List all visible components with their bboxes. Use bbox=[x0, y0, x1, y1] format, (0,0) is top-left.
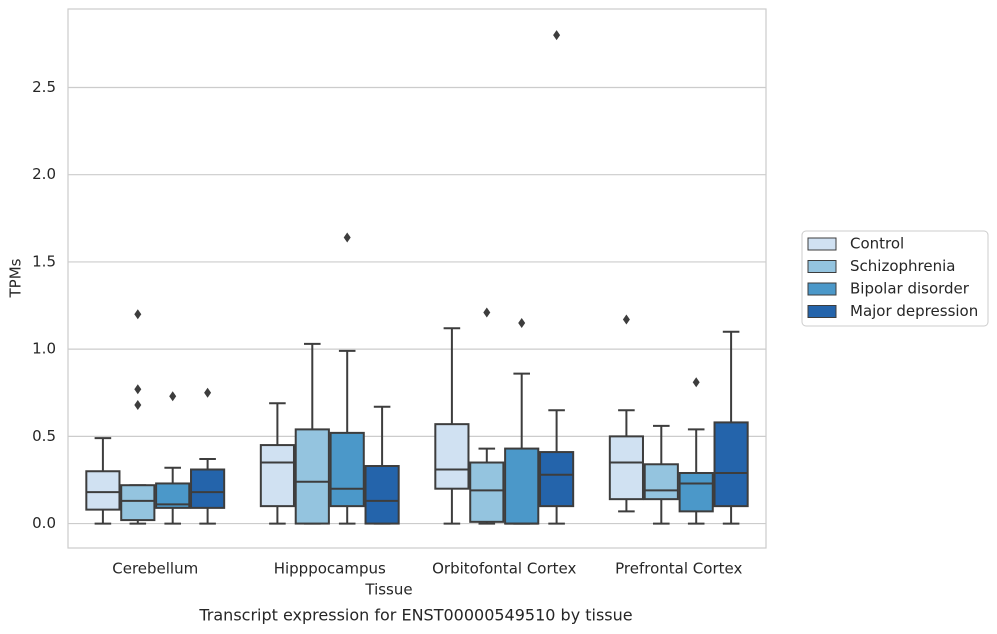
y-tick-label: 0.0 bbox=[32, 514, 56, 532]
outlier bbox=[518, 317, 526, 328]
box bbox=[329, 431, 365, 508]
caption: Transcript expression for ENST0000054951… bbox=[198, 606, 632, 625]
box bbox=[504, 447, 540, 525]
outlier bbox=[343, 232, 351, 243]
box bbox=[85, 470, 121, 511]
x-tick-label: Prefrontal Cortex bbox=[615, 560, 742, 578]
legend-swatch bbox=[807, 282, 837, 296]
legend-box bbox=[801, 230, 989, 327]
y-tick-label: 2.0 bbox=[32, 165, 56, 183]
legend-label: Major depression bbox=[850, 302, 978, 320]
outlier bbox=[553, 30, 561, 41]
y-tick-label: 1.0 bbox=[32, 340, 56, 358]
box bbox=[259, 444, 295, 508]
box bbox=[190, 468, 226, 509]
box bbox=[643, 463, 679, 501]
legend-label: Bipolar disorder bbox=[850, 280, 970, 298]
x-tick-label: Cerebellum bbox=[112, 560, 198, 578]
outlier bbox=[134, 399, 142, 410]
box bbox=[434, 423, 470, 490]
legend-label: Schizophrenia bbox=[850, 257, 955, 275]
legend-swatch bbox=[807, 305, 837, 318]
plot-area bbox=[67, 8, 767, 549]
legend-label: Control bbox=[850, 235, 904, 253]
x-tick-label: Hipppocampus bbox=[274, 560, 386, 578]
outlier bbox=[483, 307, 491, 318]
y-tick-label: 2.5 bbox=[32, 78, 56, 96]
outlier bbox=[134, 309, 142, 320]
box bbox=[608, 435, 644, 501]
legend-swatch bbox=[807, 260, 837, 273]
box bbox=[364, 465, 400, 525]
x-tick-label: Orbitofontal Cortex bbox=[432, 560, 576, 578]
box bbox=[713, 421, 749, 508]
outlier bbox=[204, 387, 212, 398]
x-axis-label: Tissue bbox=[364, 581, 412, 599]
outlier bbox=[134, 384, 142, 395]
box bbox=[294, 428, 330, 525]
y-axis-label: TPMs bbox=[7, 258, 25, 298]
box bbox=[539, 451, 575, 508]
y-tick-label: 0.5 bbox=[32, 427, 56, 445]
box bbox=[678, 471, 714, 513]
outlier bbox=[692, 377, 700, 388]
box bbox=[120, 484, 156, 522]
outlier bbox=[169, 391, 177, 402]
y-tick-label: 1.5 bbox=[32, 252, 56, 270]
box bbox=[469, 461, 505, 523]
legend-swatch bbox=[807, 237, 837, 251]
outlier bbox=[622, 314, 630, 325]
